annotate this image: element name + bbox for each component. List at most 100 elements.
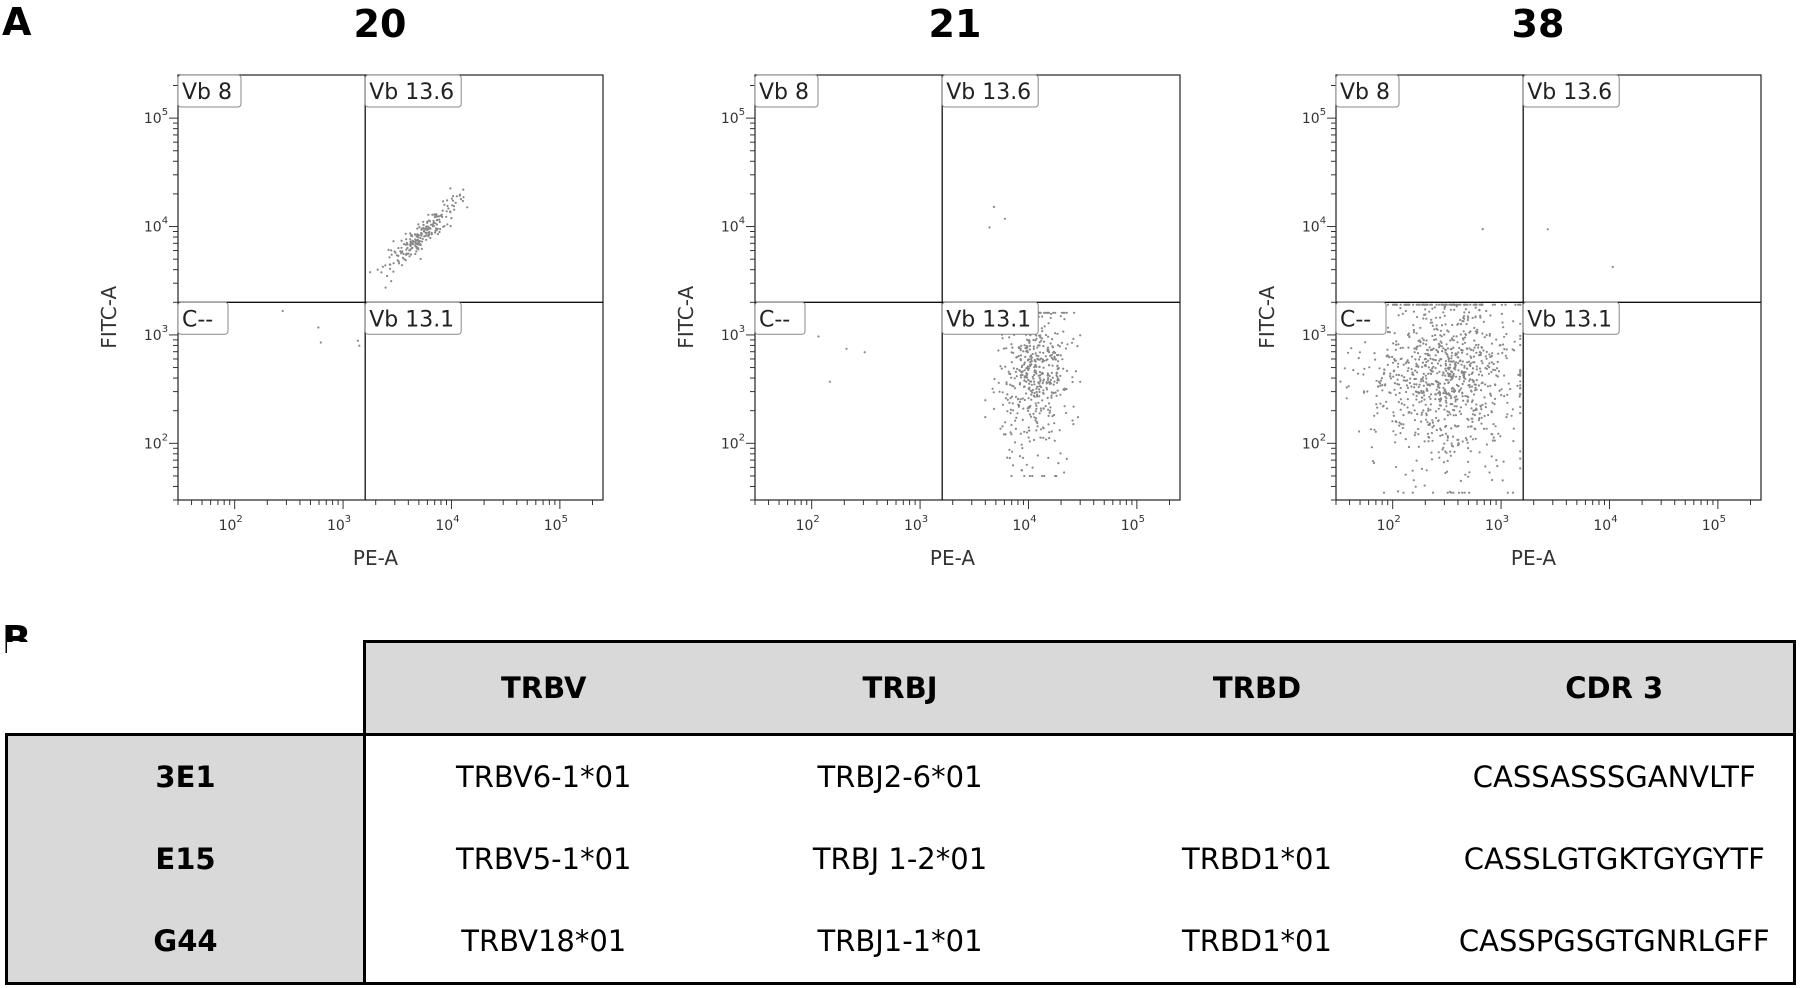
event-dot <box>1439 316 1442 319</box>
event-dot <box>420 233 423 236</box>
event-dot <box>425 238 428 241</box>
event-dot <box>1480 303 1483 306</box>
event-dot <box>1435 348 1438 352</box>
event-dot <box>1477 373 1480 376</box>
event-dot <box>1420 411 1424 414</box>
event-dot <box>1407 346 1410 349</box>
event-dot <box>387 248 390 251</box>
event-dot <box>1062 330 1065 333</box>
event-dot <box>1007 370 1010 373</box>
event-dot <box>400 239 403 242</box>
event-dot <box>1448 303 1451 306</box>
event-dot <box>1450 347 1453 351</box>
event-dot <box>1011 402 1014 405</box>
event-dot <box>1019 347 1022 350</box>
event-dot <box>1407 367 1410 370</box>
event-dot <box>1433 338 1436 341</box>
table-cell: CASSLGTGKTGYGYTF <box>1435 818 1796 900</box>
event-dot <box>1012 351 1015 354</box>
event-dot <box>1033 358 1036 361</box>
event-dot <box>1406 398 1409 401</box>
event-dot <box>433 216 436 219</box>
event-dot <box>1505 332 1508 336</box>
x-tick-label: 104 <box>435 514 459 534</box>
event-dot <box>1027 378 1030 381</box>
event-dot <box>1072 337 1075 340</box>
event-dot <box>1055 474 1058 478</box>
event-dot <box>1496 465 1499 468</box>
gate-label-top-right: Vb 13.6 <box>1527 80 1612 105</box>
event-dot <box>1392 430 1395 433</box>
event-dot <box>1373 428 1376 431</box>
x-tick-label: 105 <box>1702 514 1726 534</box>
event-dot <box>1433 328 1436 331</box>
event-dot <box>1480 346 1484 349</box>
event-dot <box>1399 307 1402 310</box>
event-dot <box>1450 427 1453 430</box>
event-dot <box>1392 370 1395 373</box>
event-dot <box>1496 360 1499 364</box>
event-dot <box>1375 394 1378 397</box>
event-dot <box>1437 451 1440 454</box>
event-dot <box>1499 344 1502 347</box>
event-dot <box>1034 352 1037 355</box>
event-dot <box>1399 386 1402 390</box>
event-dot <box>1468 363 1471 366</box>
event-dot <box>1045 381 1048 384</box>
event-dot <box>1034 410 1037 413</box>
event-dot <box>1438 370 1441 373</box>
event-dot <box>1058 345 1061 348</box>
x-axis-title: PE-A <box>930 546 975 570</box>
event-dot <box>462 196 465 199</box>
event-dot <box>1398 392 1401 395</box>
event-dot <box>1434 393 1437 396</box>
event-dot <box>1035 429 1038 432</box>
event-dot <box>1047 311 1050 314</box>
y-tick-label: 102 <box>144 432 168 452</box>
event-dot <box>1415 394 1418 397</box>
table-header-cdr3: CDR 3 <box>1435 640 1796 736</box>
table-cell: TRBD1*01 <box>1078 900 1436 985</box>
event-dot <box>1014 427 1018 430</box>
event-dot <box>1037 401 1040 404</box>
y-tick-label: 102 <box>1302 432 1326 452</box>
event-dot <box>1507 382 1510 385</box>
table-header-trbd: TRBD <box>1078 640 1436 736</box>
event-dot <box>1041 358 1044 361</box>
event-dot <box>1041 330 1044 333</box>
event-dot <box>1426 303 1429 306</box>
event-dot <box>1471 413 1474 416</box>
y-tick-label: 104 <box>144 216 168 236</box>
event-dot <box>1048 431 1051 434</box>
event-dot <box>1450 351 1454 354</box>
event-dot <box>1033 416 1036 419</box>
event-dot <box>1379 402 1382 405</box>
event-dot <box>1051 364 1054 367</box>
event-dot <box>1497 432 1500 435</box>
event-dot <box>1052 311 1055 314</box>
event-dot <box>1480 359 1483 363</box>
event-dot <box>1039 436 1042 439</box>
event-dot <box>984 399 987 402</box>
event-dot <box>1449 373 1452 376</box>
event-dot <box>401 256 405 259</box>
event-dot <box>1511 491 1515 494</box>
event-dot <box>1047 414 1050 417</box>
event-dot <box>1516 384 1519 387</box>
event-dot <box>1392 361 1395 364</box>
event-dot <box>1519 337 1522 340</box>
event-dot <box>1434 354 1437 357</box>
event-dot <box>1425 418 1428 421</box>
event-dot <box>422 220 425 223</box>
event-dot <box>1014 419 1017 422</box>
event-dot <box>1370 446 1373 449</box>
event-dot <box>1458 346 1461 350</box>
row-label-e15: E15 <box>5 818 366 900</box>
event-dot <box>409 238 412 241</box>
event-dot <box>1487 413 1490 417</box>
event-dot <box>1400 374 1403 377</box>
event-dot <box>1042 426 1045 429</box>
event-dot <box>1042 389 1045 392</box>
event-dot <box>432 224 435 228</box>
event-dot <box>1035 372 1038 375</box>
